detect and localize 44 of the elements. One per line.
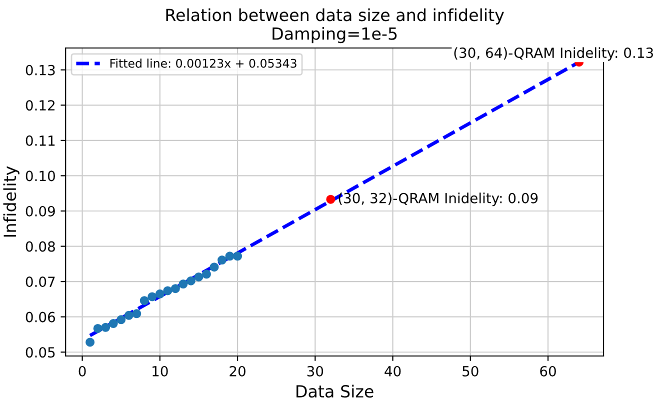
x-tick-label: 10 [152,366,168,376]
y-tick-label: 0.08 [26,241,55,252]
point [148,292,157,302]
y-tick-label: 0.06 [26,312,56,322]
point [132,309,142,318]
y-tick-label: 0.09 [26,206,55,216]
x-tick-label: 60 [540,366,556,376]
chart-subtitle: Damping=1e-5 [272,27,397,44]
y-tick-label: 0.05 [26,347,55,358]
x-tick-label: 30 [307,366,324,376]
y-tick-label: 0.12 [26,100,54,111]
point [218,256,227,265]
point [140,296,149,306]
x-tick-label: 40 [384,366,401,376]
x-tick-label: 0 [78,366,86,376]
point [101,322,110,332]
point [186,276,196,286]
legend-label: Fitted line: 0.00123x + 0.05343 [110,58,296,68]
annotation: (30, 64)-QRAM Inidelity: 0.13 [454,47,653,61]
point [86,338,95,347]
y-tick-label: 0.11 [26,135,55,146]
annotation: (30, 32)-QRAM Inidelity: 0.09 [338,192,538,206]
point [116,315,126,324]
chart-title: Relation between data size and infidelity [166,8,504,24]
point [124,310,134,320]
x-tick-label: 20 [230,366,246,376]
point [210,262,219,272]
y-axis-title: Infidelity [3,166,20,237]
point [178,280,188,289]
point [170,284,180,294]
point [108,319,118,328]
point [326,194,336,204]
point [225,252,234,261]
point [155,289,164,298]
point [93,324,102,333]
x-axis-title: Data Size [296,384,374,398]
point [194,272,204,282]
y-tick-label: 0.13 [26,64,55,76]
point [163,286,172,296]
x-tick-label: 50 [462,366,478,376]
point [202,270,211,279]
y-tick-label: 0.07 [26,276,55,288]
point [233,252,242,261]
y-tick-label: 0.10 [26,170,55,182]
